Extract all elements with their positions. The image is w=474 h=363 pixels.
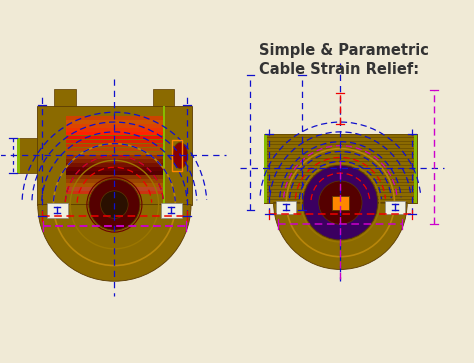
Bar (66, 163, 163, 167)
Bar (66, 116, 163, 120)
Text: Simple & Parametric: Simple & Parametric (259, 43, 428, 58)
Bar (66, 167, 163, 171)
Bar (66, 159, 163, 163)
Bar (66, 179, 163, 183)
Circle shape (100, 191, 128, 219)
Bar (66, 191, 163, 195)
Bar (153, 89, 174, 106)
Bar (66, 148, 163, 151)
Bar (66, 132, 163, 135)
Bar (264, 134, 267, 203)
Wedge shape (273, 203, 407, 269)
Bar (66, 171, 163, 175)
Bar (66, 136, 163, 139)
Circle shape (319, 181, 362, 224)
Ellipse shape (173, 143, 188, 168)
Circle shape (303, 165, 378, 240)
Bar (66, 175, 163, 179)
Bar (161, 203, 182, 219)
Bar (17, 138, 37, 173)
Bar (66, 124, 163, 128)
Bar (55, 89, 76, 106)
Bar (66, 187, 163, 191)
Bar (264, 134, 417, 203)
Bar (66, 183, 163, 187)
Bar (66, 151, 163, 155)
Bar (66, 128, 163, 131)
Bar (276, 201, 296, 215)
Bar (173, 140, 182, 171)
Bar (66, 155, 163, 159)
Wedge shape (38, 205, 191, 281)
Text: Cable Strain Relief:: Cable Strain Relief: (259, 62, 419, 77)
Bar (66, 140, 163, 143)
Bar (37, 106, 192, 205)
Bar (46, 203, 68, 219)
Circle shape (89, 179, 140, 230)
Bar (331, 196, 349, 209)
Bar (66, 144, 163, 147)
Bar (66, 120, 163, 124)
Bar (385, 201, 405, 215)
Bar (163, 106, 165, 205)
Bar (17, 138, 20, 173)
Bar (414, 134, 417, 203)
